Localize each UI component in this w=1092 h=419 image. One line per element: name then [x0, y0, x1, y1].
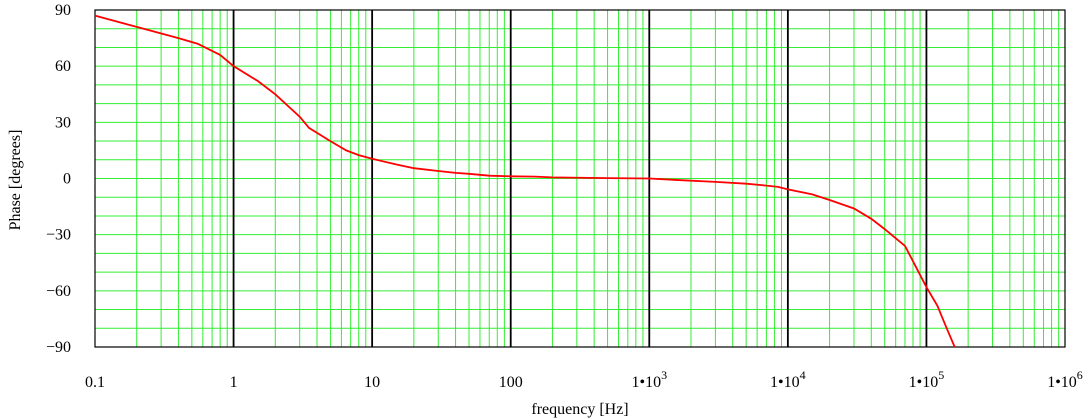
y-tick-label: −90	[46, 339, 71, 356]
y-tick-labels: 90 60 30 0 −30 −60 −90	[46, 2, 71, 356]
x-tick-label: 1•103	[631, 368, 667, 391]
y-tick-label: 0	[63, 171, 71, 188]
y-axis-label: Phase [degrees]	[7, 130, 24, 231]
phase-series-line	[94, 14, 956, 348]
y-tick-label: 60	[55, 58, 71, 75]
x-tick-label: 100	[499, 374, 523, 391]
x-tick-label: 1	[230, 374, 238, 391]
y-tick-label: 90	[55, 2, 71, 19]
plot-frame	[94, 9, 1066, 348]
x-tick-label: 1•104	[770, 368, 806, 391]
minor-grid	[95, 10, 1065, 347]
x-tick-labels: 0.1 1 10 100 1•103 1•104 1•105 1•106	[85, 368, 1083, 391]
x-tick-label: 1•106	[1047, 368, 1083, 391]
x-axis-label: frequency [Hz]	[531, 401, 628, 418]
y-tick-label: −30	[46, 227, 71, 244]
x-tick-label: 0.1	[85, 374, 105, 391]
x-tick-label: 1•105	[909, 368, 945, 391]
y-tick-label: −60	[46, 283, 71, 300]
y-tick-label: 30	[55, 114, 71, 131]
x-tick-label: 10	[364, 374, 380, 391]
